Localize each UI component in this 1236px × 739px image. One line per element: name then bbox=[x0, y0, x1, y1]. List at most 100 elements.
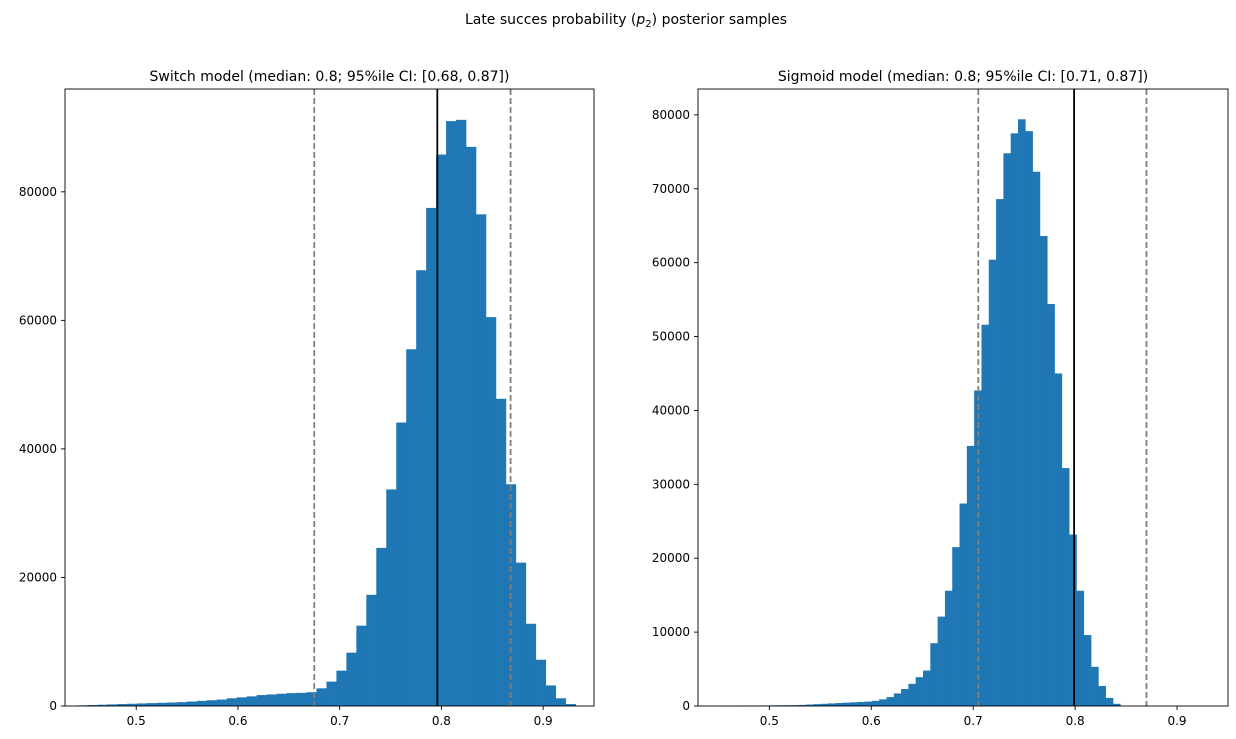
histogram-bar bbox=[296, 692, 307, 706]
histogram-bar bbox=[256, 695, 267, 706]
axes-frame bbox=[64, 88, 595, 707]
histogram-bar bbox=[406, 349, 417, 706]
x-tick-label: 0.6 bbox=[228, 714, 247, 728]
histogram-bar bbox=[944, 590, 953, 706]
histogram-bar bbox=[326, 681, 337, 706]
histogram-bar bbox=[316, 688, 327, 706]
histogram-bar bbox=[966, 445, 975, 706]
histogram-bar bbox=[1003, 153, 1011, 706]
histogram-bar bbox=[466, 146, 477, 706]
histogram-bar bbox=[236, 697, 247, 706]
y-tick-label: 30000 bbox=[652, 477, 690, 491]
y-tick-label: 60000 bbox=[652, 256, 690, 270]
histogram-bar bbox=[206, 700, 218, 706]
histogram-bar bbox=[196, 700, 208, 706]
histogram-bar bbox=[346, 652, 357, 706]
histogram-bar bbox=[1113, 703, 1121, 706]
histogram-bar bbox=[356, 625, 367, 706]
histogram-bar bbox=[988, 259, 997, 706]
y-tick-label: 20000 bbox=[19, 570, 57, 584]
histogram-bar bbox=[1076, 590, 1085, 706]
histogram-bar bbox=[1061, 468, 1070, 706]
histogram-bar bbox=[952, 547, 960, 706]
histogram-bar bbox=[545, 685, 557, 706]
histogram-bar bbox=[127, 703, 138, 706]
suptitle-variable: p bbox=[635, 12, 645, 28]
histogram-bar bbox=[1098, 686, 1107, 706]
histogram-bar bbox=[366, 594, 377, 706]
histogram-bar bbox=[396, 422, 407, 706]
histogram-bar bbox=[1105, 697, 1114, 706]
histogram-bar bbox=[886, 697, 895, 706]
histogram-bar bbox=[1083, 635, 1092, 706]
histogram-bar bbox=[525, 623, 537, 706]
x-tick-label: 0.9 bbox=[534, 714, 553, 728]
histogram-bar bbox=[901, 689, 909, 706]
histogram-bar bbox=[376, 547, 387, 706]
histogram-bar bbox=[923, 670, 931, 706]
histogram-bar bbox=[166, 702, 178, 706]
y-tick-label: 50000 bbox=[652, 330, 690, 344]
histogram-bar bbox=[87, 705, 98, 706]
x-tick-label: 0.5 bbox=[127, 714, 146, 728]
histogram-bar bbox=[835, 703, 843, 706]
histogram-bar bbox=[107, 704, 118, 706]
histogram-bar bbox=[515, 562, 527, 706]
histogram-bar bbox=[1010, 133, 1019, 706]
y-tick-label: 80000 bbox=[19, 185, 57, 199]
histogram-bar bbox=[266, 694, 277, 706]
histogram-bar bbox=[893, 693, 902, 706]
histogram-bar bbox=[286, 693, 297, 706]
histogram-bar bbox=[937, 616, 946, 706]
histogram-bar bbox=[849, 702, 858, 706]
switch-model-panel: 0.5 0.6 0.7 0.8 0.9 0 20000 40000 60000 80000 Swit… bbox=[19, 69, 595, 728]
histogram-bar bbox=[798, 704, 807, 706]
y-tick-label: 10000 bbox=[652, 625, 690, 639]
x-tick-label: 0.7 bbox=[964, 714, 983, 728]
histogram-bar bbox=[1018, 119, 1026, 707]
histogram-bar bbox=[1025, 131, 1033, 707]
histogram-bars bbox=[77, 119, 576, 707]
histogram-bar bbox=[820, 703, 829, 706]
histogram-bar bbox=[813, 704, 821, 706]
panel-title: Switch model (median: 0.8; 95%ile CI: [0… bbox=[150, 69, 510, 85]
x-tick-label: 0.6 bbox=[862, 714, 881, 728]
y-tick-label: 80000 bbox=[652, 108, 690, 122]
histogram-bar bbox=[137, 703, 148, 706]
histogram-bar bbox=[176, 702, 188, 706]
histogram-bar bbox=[1069, 534, 1077, 706]
histogram-bar bbox=[306, 692, 317, 706]
x-tick-label: 0.8 bbox=[432, 714, 451, 728]
y-tick-label: 40000 bbox=[19, 442, 57, 456]
histogram-bar bbox=[828, 703, 836, 706]
x-tick-label: 0.7 bbox=[330, 714, 349, 728]
histogram-bar bbox=[426, 207, 437, 706]
y-tick-label: 60000 bbox=[19, 313, 57, 327]
histogram-bar bbox=[1047, 304, 1055, 706]
y-tick-label: 0 bbox=[49, 699, 57, 713]
histogram-bars bbox=[718, 119, 1121, 707]
histogram-bar bbox=[336, 670, 347, 706]
x-tick-label: 0.9 bbox=[1167, 714, 1186, 728]
y-tick-label: 20000 bbox=[652, 551, 690, 565]
histogram-bar bbox=[535, 659, 547, 706]
histogram-bar bbox=[1039, 236, 1048, 706]
suptitle-suffix: ) posterior samples bbox=[652, 12, 787, 28]
histogram-bar bbox=[386, 489, 397, 706]
y-tick-label: 40000 bbox=[652, 403, 690, 417]
histogram-bar bbox=[186, 701, 198, 706]
y-tick-label: 0 bbox=[682, 699, 690, 713]
histogram-bar bbox=[216, 699, 228, 706]
histogram-bar bbox=[959, 503, 968, 706]
histogram-bar bbox=[555, 698, 567, 706]
histogram-bar bbox=[436, 154, 447, 706]
histogram-bar bbox=[879, 699, 887, 706]
histogram-bar bbox=[1032, 171, 1041, 706]
histogram-bar bbox=[930, 643, 938, 706]
sigmoid-model-panel: 0.5 0.6 0.7 0.8 0.9 0 10000 20000 30000 40000 5000… bbox=[652, 69, 1229, 728]
histogram-bar bbox=[117, 704, 128, 706]
histogram-bar bbox=[475, 214, 487, 706]
histogram-bar bbox=[226, 698, 238, 706]
axes-frame bbox=[697, 88, 1229, 707]
suptitle-prefix: Late succes probability ( bbox=[465, 12, 636, 28]
